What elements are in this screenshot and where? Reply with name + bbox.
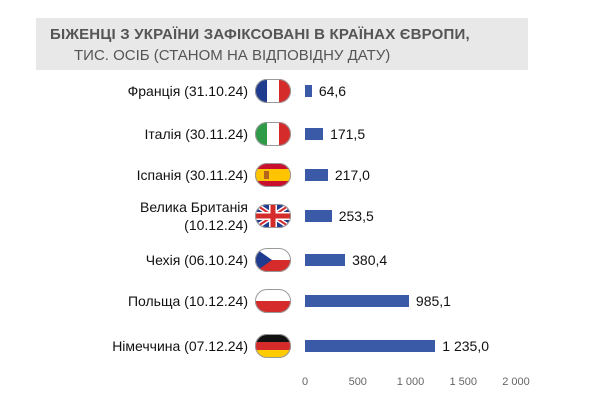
- category-label-line: Велика Британія: [139, 199, 248, 215]
- bar: [305, 340, 436, 352]
- value-label: 253,5: [338, 208, 374, 224]
- bar: [305, 210, 332, 222]
- category-label-line: (10.12.24): [184, 217, 248, 233]
- flag-poland-icon: [255, 289, 291, 313]
- value-label: 217,0: [334, 167, 370, 183]
- chart-title: БІЖЕНЦІ З УКРАЇНИ ЗАФІКСОВАНІ В КРАЇНАХ …: [50, 26, 470, 43]
- x-tick-label: 1 000: [396, 376, 425, 388]
- value-label: 1 235,0: [442, 338, 489, 354]
- category-label-line: Франція (31.10.24): [127, 83, 248, 99]
- value-label: 380,4: [352, 252, 388, 268]
- flag-germany-icon: [255, 334, 291, 358]
- category-label-line: Іспанія (30.11.24): [136, 167, 248, 183]
- category-label: Велика Британія (10.12.24): [140, 198, 248, 234]
- flag-france-icon: [255, 79, 291, 103]
- bar: [305, 169, 328, 181]
- category-label: Іспанія (30.11.24): [137, 166, 248, 184]
- x-tick-label: 0: [301, 376, 309, 388]
- bar: [305, 254, 346, 266]
- flag-czech-icon: [255, 248, 291, 272]
- flag-uk-icon: [255, 204, 291, 228]
- x-tick-label: 1 500: [449, 376, 478, 388]
- value-label: 171,5: [330, 126, 366, 142]
- category-label: Німеччина (07.12.24): [112, 337, 248, 355]
- category-label: Польща (10.12.24): [128, 292, 248, 310]
- category-label: Франція (31.10.24): [128, 82, 248, 100]
- bar: [305, 85, 312, 97]
- x-tick-label: 500: [348, 376, 367, 388]
- category-label: Італія (30.11.24): [145, 125, 248, 143]
- chart-title-box: БІЖЕНЦІ З УКРАЇНИ ЗАФІКСОВАНІ В КРАЇНАХ …: [36, 18, 528, 70]
- category-label-line: Чехія (06.10.24): [145, 252, 248, 268]
- category-label: Чехія (06.10.24): [146, 251, 248, 269]
- category-label-line: Польща (10.12.24): [127, 293, 248, 309]
- bar: [305, 295, 409, 307]
- x-tick-label: 2 000: [502, 376, 530, 388]
- value-label: 64,6: [318, 83, 347, 99]
- bar: [305, 128, 324, 140]
- category-label-line: Німеччина (07.12.24): [112, 338, 248, 354]
- chart-subtitle: ТИС. ОСІБ (СТАНОМ НА ВІДПОВІДНУ ДАТУ): [74, 47, 391, 64]
- value-label: 985,1: [415, 293, 451, 309]
- category-label-line: Італія (30.11.24): [144, 126, 248, 142]
- flag-italy-icon: [255, 122, 291, 146]
- flag-spain-icon: [255, 163, 291, 187]
